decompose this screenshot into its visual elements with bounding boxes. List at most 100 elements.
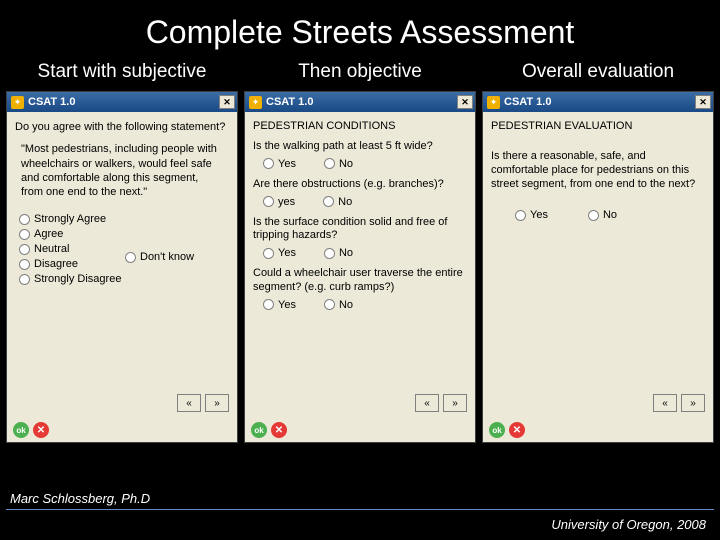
prev-button[interactable]: «: [653, 394, 677, 412]
app-icon: ✦: [249, 96, 262, 109]
nav-bar: « »: [177, 394, 229, 412]
close-button[interactable]: ✕: [695, 95, 711, 109]
prev-button[interactable]: «: [415, 394, 439, 412]
radio-icon: [263, 248, 274, 259]
next-button[interactable]: »: [443, 394, 467, 412]
radio-icon: [19, 259, 30, 270]
app-icon: ✦: [11, 96, 24, 109]
radio-label: Yes: [278, 247, 296, 259]
yn-group-3: Yes No: [263, 247, 467, 259]
cancel-button[interactable]: ✕: [33, 422, 49, 438]
radio-strongly-agree[interactable]: Strongly Agree: [19, 213, 229, 225]
question-4: Could a wheelchair user traverse the ent…: [253, 267, 467, 295]
titlebar-text: CSAT 1.0: [504, 96, 551, 108]
radio-label: No: [338, 196, 352, 208]
radio-strongly-disagree[interactable]: Strongly Disagree: [19, 273, 229, 285]
radio-icon: [125, 252, 136, 263]
radio-icon: [515, 210, 526, 221]
ok-button[interactable]: ok: [13, 422, 29, 438]
window-objective: ✦ CSAT 1.0 ✕ PEDESTRIAN CONDITIONS Is th…: [244, 91, 476, 443]
prev-button[interactable]: «: [177, 394, 201, 412]
likert-options: Strongly Agree Agree Neutral Disagree St…: [15, 213, 229, 285]
radio-icon: [19, 214, 30, 225]
footer-affiliation: University of Oregon, 2008: [551, 517, 706, 532]
page-title: Complete Streets Assessment: [0, 0, 720, 61]
cancel-button[interactable]: ✕: [509, 422, 525, 438]
close-button[interactable]: ✕: [219, 95, 235, 109]
radio-icon: [19, 244, 30, 255]
titlebar-text: CSAT 1.0: [266, 96, 313, 108]
titlebar-text: CSAT 1.0: [28, 96, 75, 108]
yn-group-1: Yes No: [263, 158, 467, 170]
radio-label: No: [339, 158, 353, 170]
radio-no[interactable]: No: [324, 299, 353, 311]
next-button[interactable]: »: [205, 394, 229, 412]
question-2: Are there obstructions (e.g. branches)?: [253, 178, 467, 192]
radio-icon: [324, 299, 335, 310]
quote-text: "Most pedestrians, including people with…: [21, 142, 223, 199]
radio-label: Strongly Disagree: [34, 273, 121, 285]
column-header-1: Start with subjective: [6, 61, 238, 83]
titlebar: ✦ CSAT 1.0 ✕: [7, 92, 237, 112]
radio-yes[interactable]: Yes: [263, 158, 296, 170]
radio-icon: [324, 248, 335, 259]
radio-dont-know[interactable]: Don't know: [125, 251, 194, 263]
close-button[interactable]: ✕: [457, 95, 473, 109]
question-1: Is the walking path at least 5 ft wide?: [253, 140, 467, 154]
action-bar: ok ✕: [251, 422, 287, 438]
footer-divider: [6, 509, 714, 510]
column-header-3: Overall evaluation: [482, 61, 714, 83]
radio-label: Neutral: [34, 243, 69, 255]
radio-label: No: [339, 247, 353, 259]
nav-bar: « »: [653, 394, 705, 412]
radio-yes[interactable]: Yes: [263, 299, 296, 311]
radio-yes[interactable]: Yes: [263, 247, 296, 259]
yn-group-4: Yes No: [263, 299, 467, 311]
ok-button[interactable]: ok: [251, 422, 267, 438]
footer-author: Marc Schlossberg, Ph.D: [10, 491, 150, 506]
action-bar: ok ✕: [489, 422, 525, 438]
next-button[interactable]: »: [681, 394, 705, 412]
column-objective: Then objective ✦ CSAT 1.0 ✕ PEDESTRIAN C…: [244, 61, 476, 443]
action-bar: ok ✕: [13, 422, 49, 438]
radio-neutral[interactable]: Neutral: [19, 243, 229, 255]
window-body-1: Do you agree with the following statemen…: [7, 112, 237, 442]
nav-bar: « »: [415, 394, 467, 412]
radio-yes[interactable]: Yes: [515, 209, 548, 221]
radio-disagree[interactable]: Disagree: [19, 258, 229, 270]
titlebar: ✦ CSAT 1.0 ✕: [483, 92, 713, 112]
radio-agree[interactable]: Agree: [19, 228, 229, 240]
titlebar: ✦ CSAT 1.0 ✕: [245, 92, 475, 112]
radio-icon: [19, 229, 30, 240]
column-header-2: Then objective: [244, 61, 476, 83]
yn-group-2: yes No: [263, 196, 467, 208]
radio-label: No: [603, 209, 617, 221]
radio-icon: [19, 274, 30, 285]
radio-icon: [263, 299, 274, 310]
radio-no[interactable]: No: [588, 209, 617, 221]
question-eval: Is there a reasonable, safe, and comfort…: [491, 150, 705, 191]
cancel-button[interactable]: ✕: [271, 422, 287, 438]
radio-label: No: [339, 299, 353, 311]
radio-no[interactable]: No: [323, 196, 352, 208]
radio-label: Yes: [278, 158, 296, 170]
radio-no[interactable]: No: [324, 158, 353, 170]
window-body-2: PEDESTRIAN CONDITIONS Is the walking pat…: [245, 112, 475, 442]
section-heading: PEDESTRIAN CONDITIONS: [253, 120, 467, 132]
radio-label: yes: [278, 196, 295, 208]
radio-label: Strongly Agree: [34, 213, 106, 225]
radio-no[interactable]: No: [324, 247, 353, 259]
radio-icon: [323, 196, 334, 207]
column-subjective: Start with subjective ✦ CSAT 1.0 ✕ Do yo…: [6, 61, 238, 443]
window-body-3: PEDESTRIAN EVALUATION Is there a reasona…: [483, 112, 713, 442]
window-evaluation: ✦ CSAT 1.0 ✕ PEDESTRIAN EVALUATION Is th…: [482, 91, 714, 443]
question-3: Is the surface condition solid and free …: [253, 216, 467, 244]
yn-group-eval: Yes No: [515, 209, 705, 221]
radio-label: Don't know: [140, 251, 194, 263]
radio-yes[interactable]: yes: [263, 196, 295, 208]
radio-label: Yes: [278, 299, 296, 311]
radio-icon: [588, 210, 599, 221]
column-evaluation: Overall evaluation ✦ CSAT 1.0 ✕ PEDESTRI…: [482, 61, 714, 443]
ok-button[interactable]: ok: [489, 422, 505, 438]
columns-container: Start with subjective ✦ CSAT 1.0 ✕ Do yo…: [0, 61, 720, 443]
